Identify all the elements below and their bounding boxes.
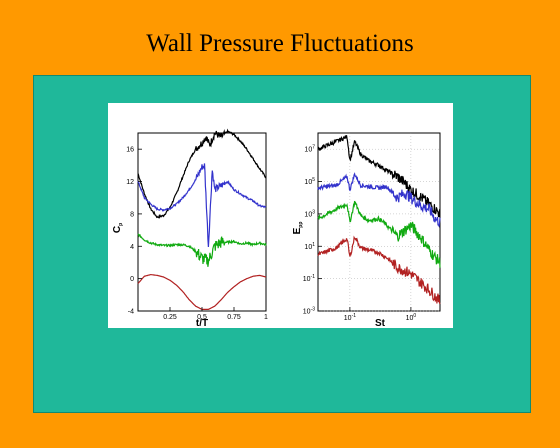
- spectrum-y-tick-label: 103: [304, 209, 315, 218]
- slide-title: Wall Pressure Fluctuations: [146, 30, 414, 57]
- spectrum-x-axis-label: St: [375, 318, 386, 328]
- cp-y-tick-label: 0: [130, 276, 134, 283]
- cp-series-line: [137, 128, 267, 219]
- spectrum-x-tick-label: 100: [406, 313, 417, 322]
- spectrum-x-tick-label: 10-1: [344, 313, 356, 322]
- cp-x-tick-label: 0.5: [197, 314, 207, 321]
- figure-panel: -4 0 4 8 12 16 0.25 0.5 0.75 1 Cp t/T 107 105 103 1…: [108, 103, 453, 328]
- spectrum-series-line: [317, 135, 441, 218]
- spectrum-y-tick-label: 10-1: [303, 274, 315, 283]
- cp-x-tick-label: 1: [264, 314, 268, 321]
- cp-y-tick-label: 16: [126, 147, 134, 154]
- cp-series-line: [137, 163, 267, 248]
- cp-x-tick-label: 0.75: [227, 314, 241, 321]
- cp-y-tick-label: 4: [130, 244, 134, 251]
- cp-series-line: [137, 233, 267, 267]
- cp-chart-frame: [137, 132, 267, 312]
- cp-y-axis-label: Cp: [112, 223, 124, 233]
- cp-y-tick-label: 8: [130, 211, 134, 218]
- cp-y-tick-label: 12: [126, 179, 134, 186]
- spectrum-y-tick-label: 107: [304, 145, 315, 154]
- spectrum-y-tick-label: 10-3: [303, 307, 315, 316]
- cp-y-tick-label: -4: [128, 309, 134, 316]
- spectrum-y-tick-label: 105: [304, 177, 315, 186]
- spectrum-y-axis-label: Epp: [292, 222, 304, 235]
- spectrum-series-line: [317, 200, 441, 268]
- cp-x-axis-label: t/T: [196, 318, 208, 328]
- spectrum-series-line: [317, 172, 441, 228]
- spectrum-series-line: [317, 235, 441, 305]
- cp-x-tick-label: 0.25: [163, 314, 177, 321]
- spectrum-y-tick-label: 101: [304, 242, 315, 251]
- cp-series-line: [137, 273, 267, 310]
- cp-chart: -4 0 4 8 12 16 0.25 0.5 0.75 1 Cp t/T: [112, 128, 268, 328]
- spectrum-chart: 107 105 103 101 10-1 10-3 10-1 100 Epp St: [292, 132, 441, 328]
